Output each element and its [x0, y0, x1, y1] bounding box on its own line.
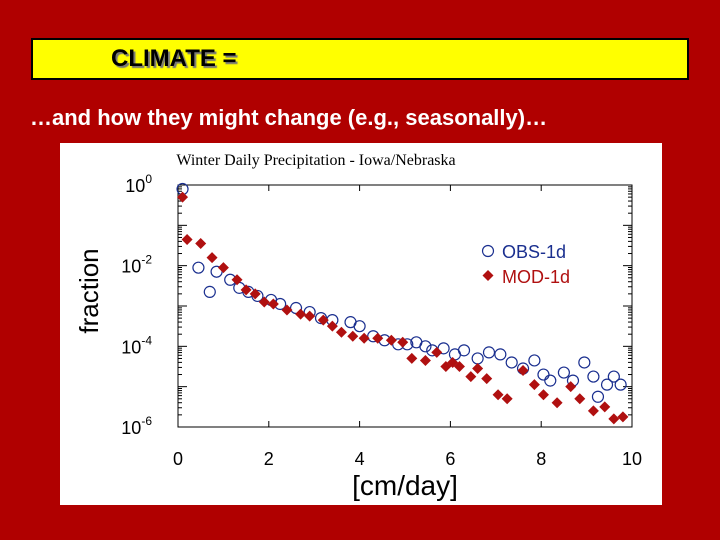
mod-point — [267, 298, 279, 310]
mod-point — [481, 373, 493, 385]
slide-subtitle: …and how they might change (e.g., season… — [30, 105, 548, 130]
precipitation-chart: Winter Daily Precipitation - Iowa/Nebras… — [74, 152, 642, 501]
obs-point — [528, 354, 541, 367]
x-tick-label: 4 — [355, 449, 365, 469]
mod-point — [372, 332, 384, 344]
mod-point — [406, 352, 418, 364]
obs-point — [557, 366, 570, 379]
mod-point — [281, 304, 293, 316]
mod-point — [447, 356, 459, 368]
mod-point — [358, 332, 370, 344]
obs-point — [203, 285, 216, 298]
mod-point — [574, 393, 586, 405]
mod-point — [517, 365, 529, 377]
x-tick-label: 2 — [264, 449, 274, 469]
obs-point — [544, 374, 557, 387]
mod-point — [385, 334, 397, 346]
obs-point — [482, 346, 496, 359]
y-tick-label: 100 — [125, 172, 152, 196]
y-axis-label: fraction — [74, 248, 104, 333]
obs-point — [457, 344, 471, 357]
mod-point — [335, 326, 347, 338]
mod-point — [599, 401, 611, 413]
chart-points — [176, 182, 629, 425]
mod-point — [304, 310, 316, 322]
obs-point — [587, 370, 600, 383]
chart-title: Winter Daily Precipitation - Iowa/Nebras… — [176, 152, 455, 169]
x-tick-label: 8 — [536, 449, 546, 469]
obs-point — [192, 261, 205, 274]
x-tick-label: 0 — [173, 449, 183, 469]
mod-point — [347, 330, 359, 342]
slide-title: CLIMATE = — [111, 45, 237, 72]
chart-legend: OBS-1d MOD-1d — [481, 242, 570, 287]
obs-point — [578, 356, 591, 369]
mod-point — [295, 308, 307, 320]
mod-point — [492, 389, 504, 401]
x-axis-label: [cm/day] — [352, 470, 458, 501]
legend-obs-label: OBS-1d — [502, 242, 566, 262]
mod-point — [528, 379, 540, 391]
mod-point — [465, 371, 477, 383]
legend-mod-marker — [482, 270, 494, 281]
obs-point — [614, 378, 627, 391]
legend-mod-label: MOD-1d — [502, 267, 570, 287]
obs-point — [505, 356, 518, 369]
chart-ticks: 100 10-2 10-4 10-6 0 2 4 6 8 10 — [121, 172, 642, 469]
mod-point — [206, 252, 218, 264]
chart-axes — [177, 184, 633, 428]
mod-point — [565, 381, 577, 393]
obs-point — [419, 340, 432, 353]
obs-point — [494, 348, 507, 361]
obs-point — [537, 368, 550, 381]
mod-point — [240, 284, 252, 296]
chart-panel: Winter Daily Precipitation - Iowa/Nebras… — [60, 143, 662, 505]
y-tick-label: 10-4 — [121, 333, 152, 357]
obs-point — [607, 370, 620, 383]
title-box: CLIMATE = — [31, 38, 689, 80]
x-tick-label: 10 — [622, 449, 642, 469]
y-tick-label: 10-6 — [121, 414, 152, 438]
plot-frame — [177, 184, 633, 428]
mod-point — [195, 237, 207, 249]
mod-point — [249, 288, 261, 300]
mod-point — [453, 361, 465, 372]
obs-point — [600, 378, 614, 391]
legend-obs-marker — [481, 244, 495, 258]
mod-point — [419, 354, 431, 366]
obs-point — [353, 320, 366, 333]
mod-point — [537, 389, 549, 401]
mod-point — [608, 413, 620, 425]
mod-point — [177, 191, 189, 203]
mod-point — [326, 320, 338, 332]
mod-point — [617, 411, 629, 423]
obs-point — [471, 352, 484, 365]
mod-point — [397, 336, 409, 348]
mod-point — [501, 393, 513, 405]
x-tick-label: 6 — [445, 449, 455, 469]
mod-point — [472, 363, 484, 375]
mod-point — [217, 262, 229, 274]
mod-point — [181, 233, 193, 245]
mod-point — [551, 397, 563, 409]
y-tick-label: 10-2 — [121, 253, 152, 277]
mod-point — [258, 296, 270, 308]
mod-point — [231, 274, 243, 286]
mod-point — [587, 405, 599, 417]
mod-point — [317, 314, 329, 326]
mod-point — [431, 346, 443, 358]
obs-point — [591, 390, 605, 403]
